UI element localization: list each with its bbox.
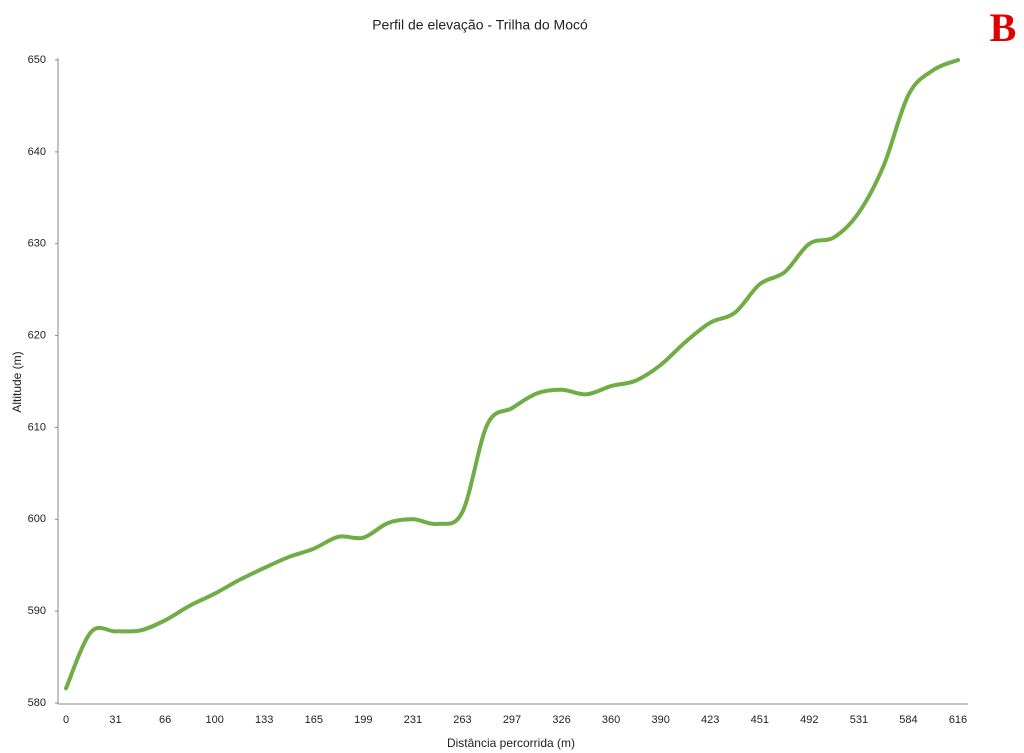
x-tick-label: 199 xyxy=(354,714,372,726)
y-tick-label: 600 xyxy=(28,513,46,525)
x-tick-label: 133 xyxy=(255,714,273,726)
x-tick-label: 263 xyxy=(453,714,471,726)
x-tick-label: 0 xyxy=(63,714,69,726)
x-tick-label: 451 xyxy=(751,714,769,726)
y-tick-label: 580 xyxy=(28,697,46,709)
x-tick-label: 31 xyxy=(109,714,121,726)
x-tick-label: 584 xyxy=(899,714,917,726)
x-tick-label: 616 xyxy=(949,714,967,726)
x-tick-label: 231 xyxy=(404,714,422,726)
x-tick-label: 360 xyxy=(602,714,620,726)
y-tick-label: 630 xyxy=(28,238,46,250)
y-axis-label: Altitude (m) xyxy=(10,351,24,412)
y-tick-label: 650 xyxy=(28,54,46,66)
x-axis-label: Distância percorrida (m) xyxy=(447,736,575,750)
x-tick-label: 100 xyxy=(205,714,223,726)
x-tick-label: 492 xyxy=(800,714,818,726)
y-tick-label: 620 xyxy=(28,329,46,341)
x-tick-label: 531 xyxy=(850,714,868,726)
chart-title: Perfil de elevação - Trilha do Mocó xyxy=(372,17,588,33)
elevation-line xyxy=(64,58,960,691)
x-tick-label: 165 xyxy=(305,714,323,726)
y-tick-label: 610 xyxy=(28,421,46,433)
y-tick-label: 590 xyxy=(28,605,46,617)
x-tick-label: 297 xyxy=(503,714,521,726)
x-tick-label: 66 xyxy=(159,714,171,726)
x-tick-label: 326 xyxy=(552,714,570,726)
x-tick-label: 390 xyxy=(651,714,669,726)
x-tick-label: 423 xyxy=(701,714,719,726)
panel-label: B xyxy=(990,5,1017,50)
y-tick-label: 640 xyxy=(28,146,46,158)
